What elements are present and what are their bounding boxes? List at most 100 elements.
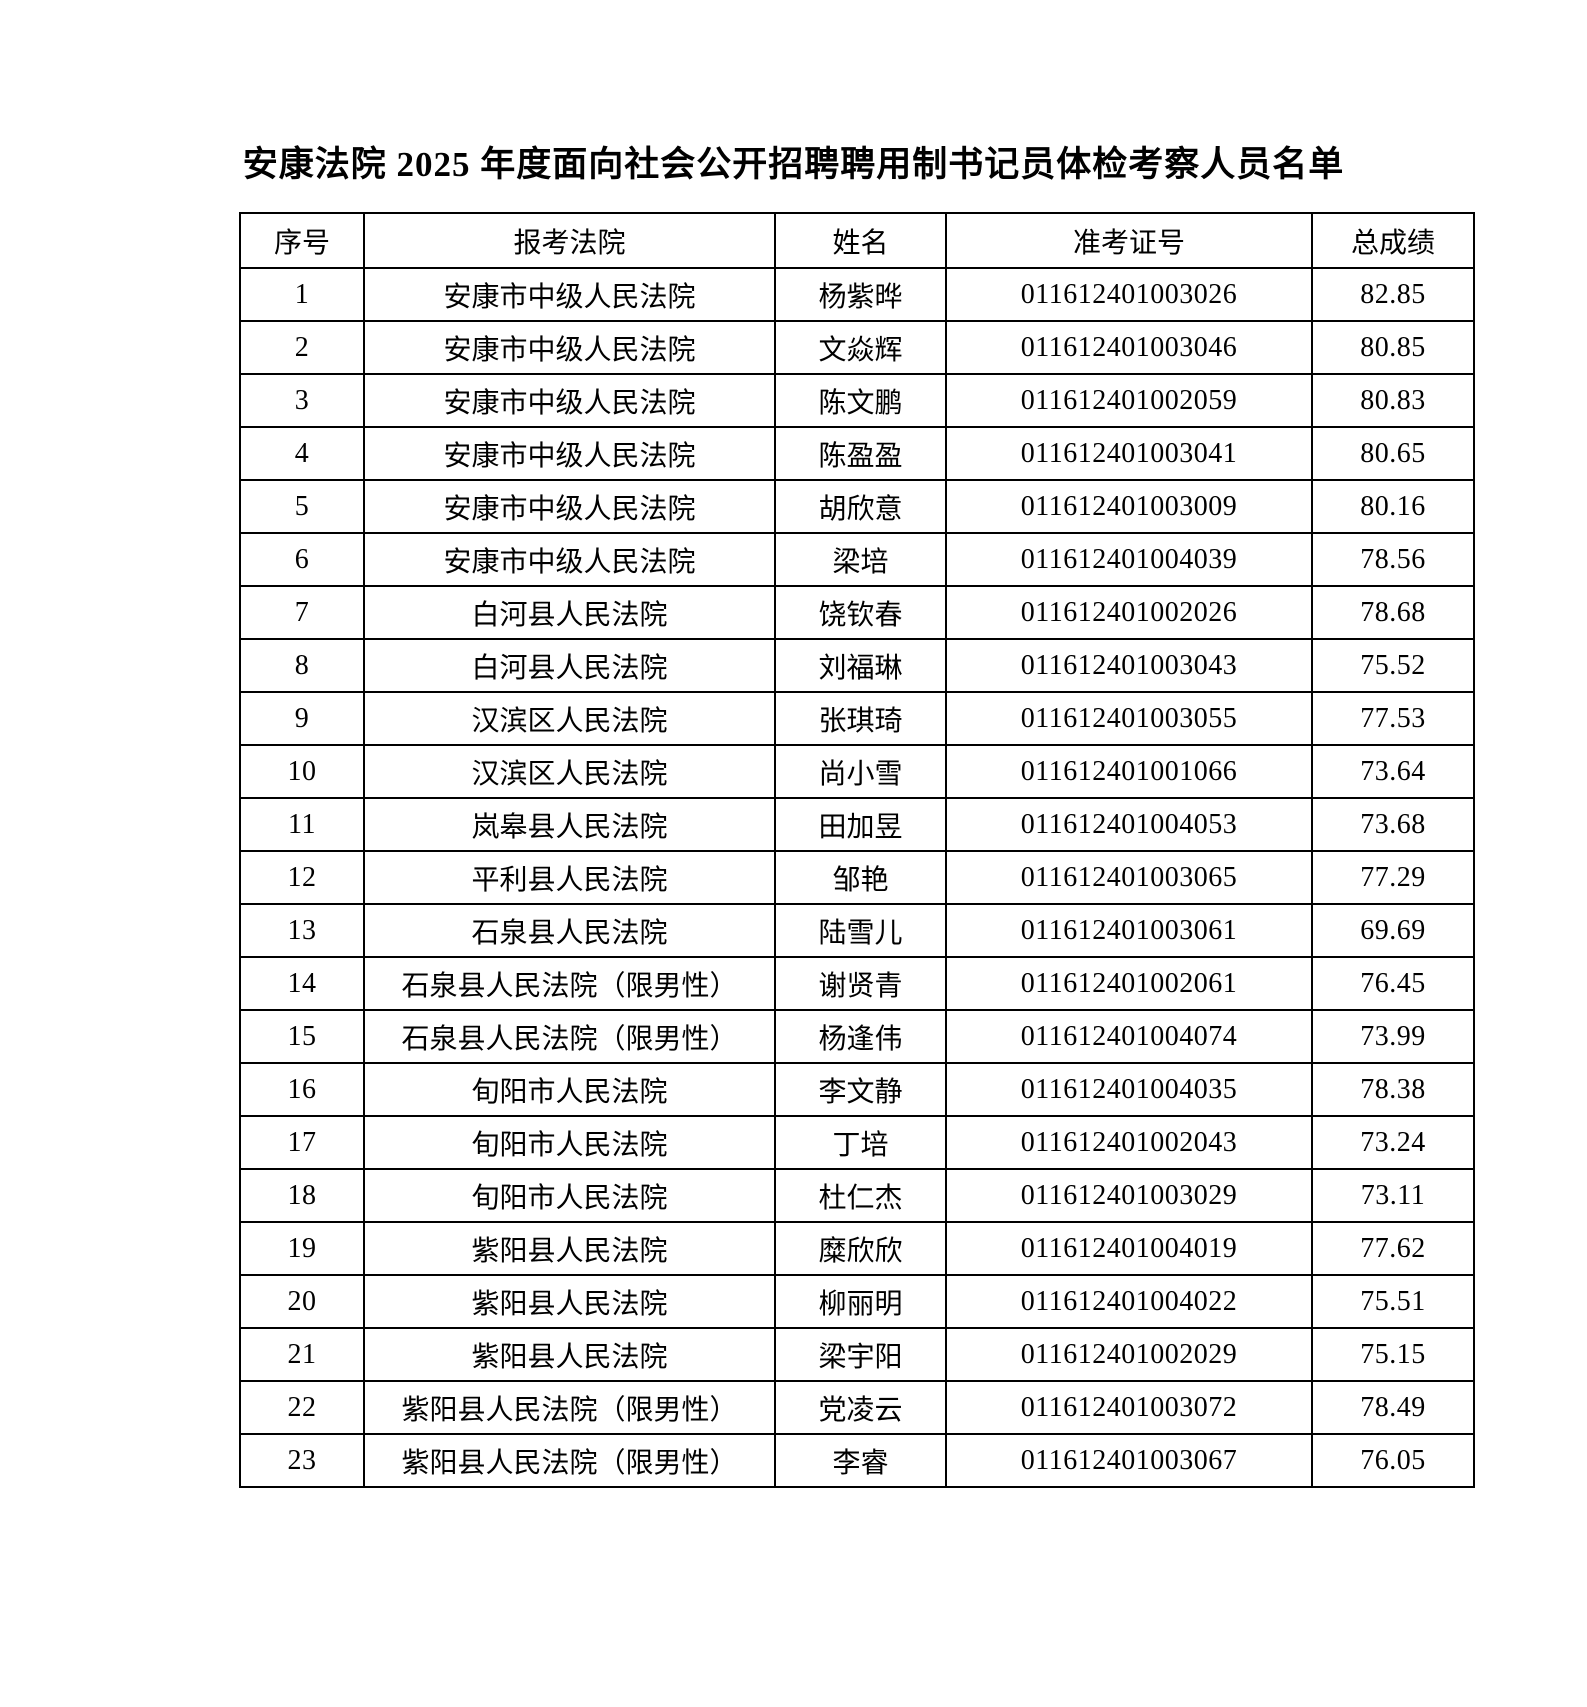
- col-header-ticket: 准考证号: [945, 212, 1313, 269]
- cell-name: 谢贤青: [774, 956, 947, 1011]
- cell-index: 13: [239, 903, 365, 958]
- cell-ticket: 011612401003009: [945, 479, 1313, 534]
- cell-score: 78.56: [1311, 532, 1475, 587]
- cell-index: 1: [239, 267, 365, 322]
- cell-court: 紫阳县人民法院: [363, 1327, 776, 1382]
- cell-court: 白河县人民法院: [363, 638, 776, 693]
- table-row: 5 安康市中级人民法院 胡欣意 011612401003009 80.16: [239, 479, 1475, 534]
- col-header-index: 序号: [239, 212, 365, 269]
- cell-name: 尚小雪: [774, 744, 947, 799]
- table-row: 20 紫阳县人民法院 柳丽明 011612401004022 75.51: [239, 1274, 1475, 1329]
- cell-name: 陈盈盈: [774, 426, 947, 481]
- table-row: 15 石泉县人民法院（限男性） 杨逢伟 011612401004074 73.9…: [239, 1009, 1475, 1064]
- cell-score: 73.24: [1311, 1115, 1475, 1170]
- cell-court: 平利县人民法院: [363, 850, 776, 905]
- cell-index: 23: [239, 1433, 365, 1488]
- cell-name: 杨紫晔: [774, 267, 947, 322]
- cell-score: 77.53: [1311, 691, 1475, 746]
- cell-ticket: 011612401003072: [945, 1380, 1313, 1435]
- cell-score: 80.65: [1311, 426, 1475, 481]
- cell-index: 12: [239, 850, 365, 905]
- cell-ticket: 011612401002059: [945, 373, 1313, 428]
- cell-index: 18: [239, 1168, 365, 1223]
- cell-index: 17: [239, 1115, 365, 1170]
- cell-index: 19: [239, 1221, 365, 1276]
- results-table: 序号 报考法院 姓名 准考证号 总成绩 1 安康市中级人民法院 杨紫晔 0116…: [239, 212, 1475, 1488]
- cell-score: 76.45: [1311, 956, 1475, 1011]
- cell-ticket: 011612401002029: [945, 1327, 1313, 1382]
- cell-index: 15: [239, 1009, 365, 1064]
- table-row: 7 白河县人民法院 饶钦春 011612401002026 78.68: [239, 585, 1475, 640]
- cell-name: 饶钦春: [774, 585, 947, 640]
- cell-ticket: 011612401002043: [945, 1115, 1313, 1170]
- cell-index: 21: [239, 1327, 365, 1382]
- cell-ticket: 011612401004019: [945, 1221, 1313, 1276]
- cell-court: 安康市中级人民法院: [363, 267, 776, 322]
- cell-score: 80.85: [1311, 320, 1475, 375]
- cell-score: 78.38: [1311, 1062, 1475, 1117]
- cell-court: 旬阳市人民法院: [363, 1168, 776, 1223]
- cell-court: 紫阳县人民法院: [363, 1274, 776, 1329]
- cell-ticket: 011612401004022: [945, 1274, 1313, 1329]
- cell-name: 杨逢伟: [774, 1009, 947, 1064]
- cell-ticket: 011612401002061: [945, 956, 1313, 1011]
- col-header-score: 总成绩: [1311, 212, 1475, 269]
- cell-ticket: 011612401003055: [945, 691, 1313, 746]
- table-row: 19 紫阳县人民法院 糜欣欣 011612401004019 77.62: [239, 1221, 1475, 1276]
- cell-court: 安康市中级人民法院: [363, 373, 776, 428]
- cell-index: 8: [239, 638, 365, 693]
- header-row: 序号 报考法院 姓名 准考证号 总成绩: [239, 212, 1475, 269]
- cell-index: 3: [239, 373, 365, 428]
- cell-ticket: 011612401004074: [945, 1009, 1313, 1064]
- cell-score: 75.51: [1311, 1274, 1475, 1329]
- cell-name: 陆雪儿: [774, 903, 947, 958]
- table-row: 1 安康市中级人民法院 杨紫晔 011612401003026 82.85: [239, 267, 1475, 322]
- cell-score: 73.68: [1311, 797, 1475, 852]
- cell-score: 78.49: [1311, 1380, 1475, 1435]
- cell-index: 4: [239, 426, 365, 481]
- cell-score: 78.68: [1311, 585, 1475, 640]
- cell-court: 石泉县人民法院: [363, 903, 776, 958]
- cell-index: 7: [239, 585, 365, 640]
- table-row: 17 旬阳市人民法院 丁培 011612401002043 73.24: [239, 1115, 1475, 1170]
- table-row: 10 汉滨区人民法院 尚小雪 011612401001066 73.64: [239, 744, 1475, 799]
- table-row: 8 白河县人民法院 刘福琳 011612401003043 75.52: [239, 638, 1475, 693]
- col-header-name: 姓名: [774, 212, 947, 269]
- cell-ticket: 011612401003043: [945, 638, 1313, 693]
- cell-name: 柳丽明: [774, 1274, 947, 1329]
- cell-index: 16: [239, 1062, 365, 1117]
- cell-court: 紫阳县人民法院: [363, 1221, 776, 1276]
- cell-court: 旬阳市人民法院: [363, 1115, 776, 1170]
- cell-court: 旬阳市人民法院: [363, 1062, 776, 1117]
- cell-name: 杜仁杰: [774, 1168, 947, 1223]
- cell-index: 10: [239, 744, 365, 799]
- cell-court: 石泉县人民法院（限男性）: [363, 1009, 776, 1064]
- cell-index: 22: [239, 1380, 365, 1435]
- cell-name: 文焱辉: [774, 320, 947, 375]
- cell-name: 李睿: [774, 1433, 947, 1488]
- cell-name: 陈文鹏: [774, 373, 947, 428]
- cell-name: 梁培: [774, 532, 947, 587]
- cell-index: 6: [239, 532, 365, 587]
- cell-court: 紫阳县人民法院（限男性）: [363, 1380, 776, 1435]
- cell-name: 张琪琦: [774, 691, 947, 746]
- results-table-container: 序号 报考法院 姓名 准考证号 总成绩 1 安康市中级人民法院 杨紫晔 0116…: [239, 212, 1475, 1488]
- cell-court: 安康市中级人民法院: [363, 426, 776, 481]
- cell-court: 安康市中级人民法院: [363, 532, 776, 587]
- table-row: 23 紫阳县人民法院（限男性） 李睿 011612401003067 76.05: [239, 1433, 1475, 1488]
- cell-court: 岚皋县人民法院: [363, 797, 776, 852]
- cell-score: 80.83: [1311, 373, 1475, 428]
- cell-score: 77.29: [1311, 850, 1475, 905]
- cell-name: 丁培: [774, 1115, 947, 1170]
- table-row: 22 紫阳县人民法院（限男性） 党凌云 011612401003072 78.4…: [239, 1380, 1475, 1435]
- table-row: 13 石泉县人民法院 陆雪儿 011612401003061 69.69: [239, 903, 1475, 958]
- cell-index: 20: [239, 1274, 365, 1329]
- cell-ticket: 011612401003065: [945, 850, 1313, 905]
- cell-court: 紫阳县人民法院（限男性）: [363, 1433, 776, 1488]
- cell-ticket: 011612401004053: [945, 797, 1313, 852]
- cell-ticket: 011612401001066: [945, 744, 1313, 799]
- cell-score: 77.62: [1311, 1221, 1475, 1276]
- table-row: 4 安康市中级人民法院 陈盈盈 011612401003041 80.65: [239, 426, 1475, 481]
- page-title: 安康法院 2025 年度面向社会公开招聘聘用制书记员体检考察人员名单: [242, 145, 1345, 184]
- cell-court: 白河县人民法院: [363, 585, 776, 640]
